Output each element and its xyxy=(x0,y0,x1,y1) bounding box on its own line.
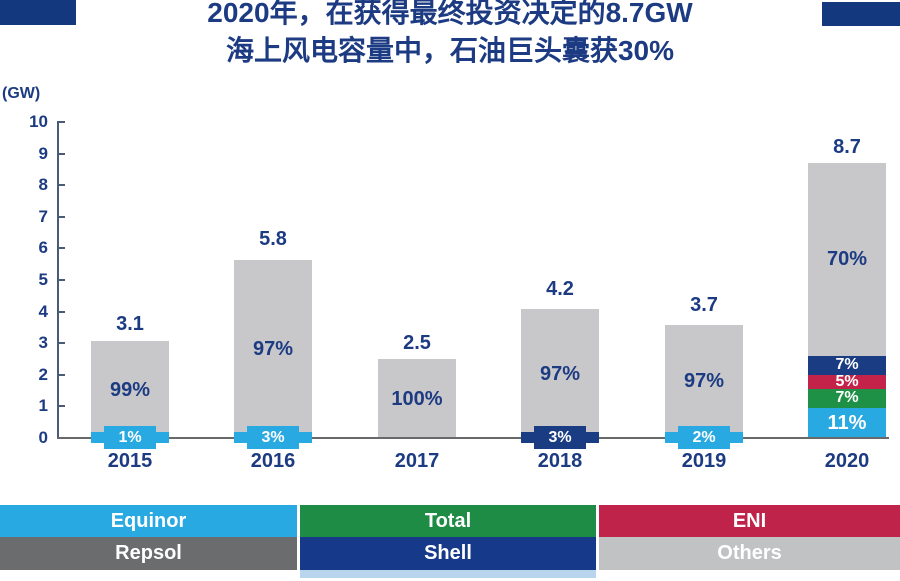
y-tick-label: 6 xyxy=(38,238,48,258)
bar-total-label: 2.5 xyxy=(403,332,431,354)
top-right-accent-bar xyxy=(822,2,900,26)
bar-total-label: 3.1 xyxy=(116,313,144,336)
x-category-label: 2016 xyxy=(250,450,296,472)
segment-percent-label: 99% xyxy=(109,378,151,401)
bar-segment-equinor-chip: 2% xyxy=(678,426,730,449)
y-tick-mark xyxy=(59,121,65,123)
y-tick-label: 5 xyxy=(38,270,48,289)
bar-total-label: 8.7 xyxy=(833,136,861,159)
y-tick-label: 10 xyxy=(29,112,48,131)
chart-title-line2: 海上风电容量中，石油巨头囊获30% xyxy=(225,35,675,66)
y-tick-mark xyxy=(59,342,65,345)
legend-item-total: Total xyxy=(300,505,596,537)
legend-item-repsol: Repsol xyxy=(0,537,297,570)
segment-percent-label: 70% xyxy=(826,248,868,271)
y-tick-label: 1 xyxy=(38,396,48,416)
y-tick-mark xyxy=(59,184,65,187)
x-axis-line xyxy=(57,437,889,439)
y-tick-label: 3 xyxy=(38,333,48,353)
top-left-accent-bar xyxy=(0,0,76,25)
bar-segment-others: 97% xyxy=(234,260,312,438)
segment-percent-label: 100% xyxy=(391,387,443,410)
bar-segment-others: 100% xyxy=(378,359,456,438)
chart-title-line1: 2020年，在获得最终投资决定的8.7GW xyxy=(207,0,693,28)
legend-item-eni: ENI xyxy=(599,505,900,537)
bar-segment-eni: 5% xyxy=(808,372,886,390)
bar-segment-others: 70% xyxy=(808,163,886,356)
y-tick-mark xyxy=(59,247,65,250)
y-tick-mark xyxy=(59,152,65,155)
bar-segment-shell-chip: 3% xyxy=(534,426,586,449)
legend-item-equinor: Equinor xyxy=(0,505,297,537)
segment-percent-label: 7% xyxy=(835,389,859,407)
bar-segment-equinor: 11% xyxy=(808,407,886,438)
legend-item-shell: Shell xyxy=(300,537,596,570)
bar-segment-others: 97% xyxy=(665,324,743,438)
segment-percent-label: 97% xyxy=(683,370,725,393)
segment-percent-label: 11% xyxy=(827,411,867,434)
legend-item-others: Others xyxy=(599,537,900,570)
bar-segment-others: 99% xyxy=(91,341,169,438)
bar-segment-equinor-chip: 3% xyxy=(247,426,299,449)
y-tick-mark xyxy=(59,279,65,281)
y-tick-mark xyxy=(59,405,65,408)
y-tick-label: 0 xyxy=(38,428,48,447)
y-tick-mark xyxy=(59,215,65,218)
y-tick-label: 2 xyxy=(38,364,48,384)
y-tick-label: 4 xyxy=(38,301,48,321)
segment-percent-label: 5% xyxy=(835,372,859,390)
bar-total-label: 5.8 xyxy=(259,227,287,250)
x-category-label: 2017 xyxy=(394,450,440,472)
y-tick-label: 7 xyxy=(38,206,48,226)
bar-segment-shell: 7% xyxy=(808,355,886,375)
segment-percent-label: 7% xyxy=(835,356,859,374)
y-tick-label: 8 xyxy=(38,175,48,195)
x-category-label: 2018 xyxy=(537,450,583,472)
segment-percent-label: 97% xyxy=(539,362,581,385)
bar-segment-others: 97% xyxy=(521,309,599,438)
bar-segment-total: 7% xyxy=(808,388,886,408)
x-category-label: 2019 xyxy=(681,450,727,472)
segment-percent-label: 97% xyxy=(252,338,294,361)
x-category-label: 2015 xyxy=(107,450,153,472)
x-category-label: 2020 xyxy=(824,450,870,472)
y-axis-unit-label: (GW) xyxy=(2,85,41,102)
legend-bottom-strip xyxy=(300,570,596,578)
bar-total-label: 3.7 xyxy=(690,294,718,317)
bar-segment-equinor-chip: 1% xyxy=(104,426,156,449)
y-tick-label: 9 xyxy=(38,143,48,163)
y-tick-mark xyxy=(59,373,65,376)
chart-title: 2020年，在获得最终投资决定的8.7GW 海上风电容量中，石油巨头囊获30% xyxy=(0,0,900,70)
bar-total-label: 4.2 xyxy=(546,278,574,301)
y-axis-line xyxy=(57,121,59,438)
y-tick-mark xyxy=(59,310,65,313)
